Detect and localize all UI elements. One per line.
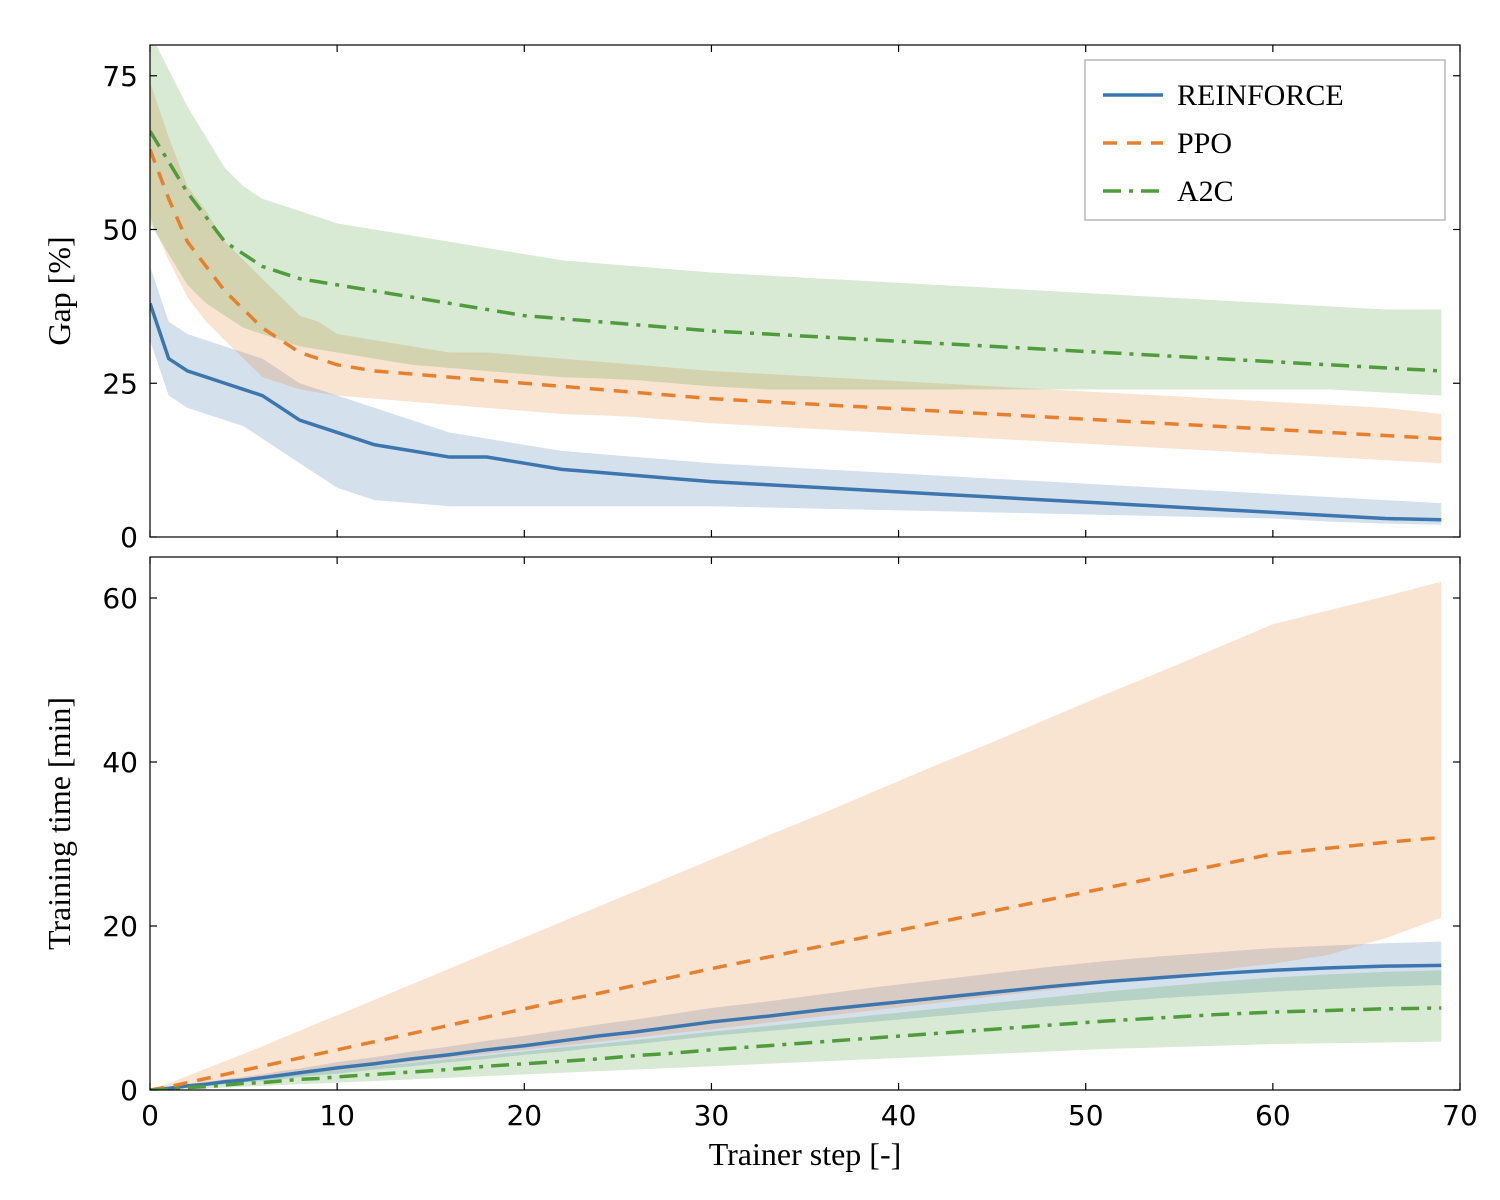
bottom-ytick-label: 20 — [102, 910, 138, 943]
bottom-xtick-label: 60 — [1255, 1099, 1291, 1132]
bottom-xtick-label: 70 — [1442, 1099, 1478, 1132]
bottom-ylabel: Training time [min] — [41, 697, 77, 950]
chart-svg: 0 25 50 75 Gap [%] REINFORCE PPO A2C 0 20 40 60 0 10 2… — [20, 20, 1480, 1180]
top-ytick-label: 0 — [120, 521, 138, 554]
xlabel: Trainer step [-] — [709, 1136, 902, 1172]
bottom-xtick-label: 10 — [319, 1099, 355, 1132]
bottom-ytick-label: 40 — [102, 746, 138, 779]
bottom-xtick-label: 20 — [506, 1099, 542, 1132]
bottom-xtick-label: 40 — [881, 1099, 917, 1132]
bottom-ytick-label: 60 — [102, 582, 138, 615]
top-ytick-label: 75 — [102, 60, 138, 93]
top-ylabel: Gap [%] — [41, 236, 77, 345]
legend-label-a2c: A2C — [1177, 175, 1234, 208]
bottom-ytick-label: 0 — [120, 1074, 138, 1107]
top-ytick-label: 25 — [102, 367, 138, 400]
legend-label-ppo: PPO — [1177, 127, 1232, 160]
chart-container: 0 25 50 75 Gap [%] REINFORCE PPO A2C 0 20 40 60 0 10 2… — [20, 20, 1480, 1180]
bottom-xtick-label: 0 — [141, 1099, 159, 1132]
top-ytick-label: 50 — [102, 214, 138, 247]
bottom-xtick-label: 50 — [1068, 1099, 1104, 1132]
bottom-xtick-label: 30 — [694, 1099, 730, 1132]
legend-label-reinforce: REINFORCE — [1177, 79, 1344, 112]
